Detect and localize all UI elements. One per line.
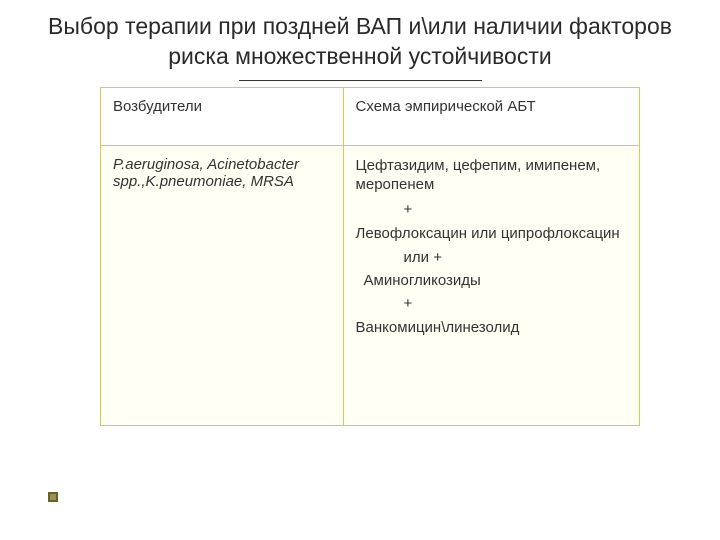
title-underline (239, 80, 482, 81)
therapy-line-1: Цефтазидим, цефепим, имипенем, меропенем (356, 156, 627, 195)
therapy-plus-1: + (356, 201, 627, 218)
therapy-or-plus: или + (356, 249, 627, 266)
therapy-plus-2: + (356, 295, 627, 312)
table-container: Возбудители Схема эмпирической АБТ P.aer… (0, 87, 720, 426)
table-row: P.aeruginosa, Acinetobacter spp.,K.pneum… (101, 145, 640, 425)
pathogens-text: P.aeruginosa, Acinetobacter spp.,K.pneum… (113, 156, 299, 190)
page-title: Выбор терапии при поздней ВАП и\или нали… (0, 0, 720, 80)
column-header-pathogens: Возбудители (101, 87, 344, 145)
table-header-row: Возбудители Схема эмпирической АБТ (101, 87, 640, 145)
column-header-therapy: Схема эмпирической АБТ (343, 87, 639, 145)
cell-therapy: Цефтазидим, цефепим, имипенем, меропенем… (343, 145, 639, 425)
therapy-table: Возбудители Схема эмпирической АБТ P.aer… (100, 87, 640, 426)
therapy-line-4: Ванкомицин\линезолид (356, 318, 627, 338)
decorative-bullet (48, 492, 58, 502)
cell-pathogens: P.aeruginosa, Acinetobacter spp.,K.pneum… (101, 145, 344, 425)
therapy-line-2: Левофлоксацин или ципрофлоксацин (356, 224, 627, 244)
therapy-line-3: Аминогликозиды (356, 272, 627, 289)
